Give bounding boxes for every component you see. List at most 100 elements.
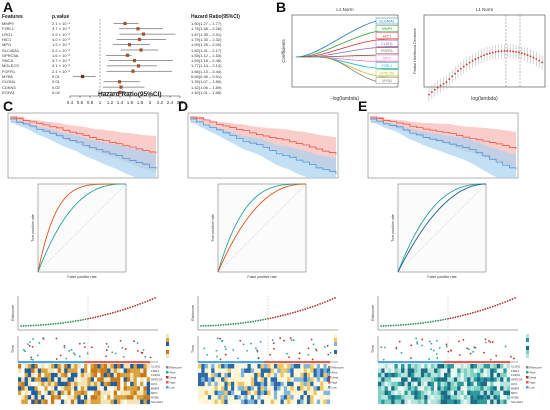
heatmap-cell [384,395,388,400]
heatmap-cell [430,386,435,391]
heatmap-cell [107,372,111,378]
cv-point [506,50,509,52]
heatmap-cell [77,368,81,373]
heatmap-cell [100,377,104,382]
cv-point [512,50,514,53]
heatmap-cell [27,372,32,378]
time-point [292,339,295,342]
heatmap-cell [130,372,134,378]
heatmap-cell [467,377,471,382]
risk-score-point [234,322,237,325]
heatmap-cell [506,386,511,391]
heatmap-cell [113,386,118,391]
heatmap-cell [136,368,141,373]
risk-score-point [334,297,336,299]
cv-point [538,59,541,62]
heatmap-cell [198,364,202,369]
heatmap-group-bar [503,361,507,364]
heatmap-cell [103,372,108,378]
forest-point [136,64,141,68]
heatmap-cell [270,395,274,400]
time-point [86,352,89,355]
heatmap-cell [224,377,228,382]
heatmap-cell [70,390,75,396]
heatmap-group-bar [103,361,108,364]
heatmap-cell [313,377,317,382]
heatmap-group-bar [113,361,117,364]
heatmap-group-bar [227,361,231,364]
forest-hr-text: 1.50(1.27 – 1.77) [191,21,222,26]
risk-score-point [444,318,447,321]
heatmap-cell [496,377,501,382]
heatmap-cell [287,377,291,382]
heatmap-cell [44,381,48,387]
heatmap-cell [384,372,388,378]
heatmap-cell [450,368,454,373]
heatmap-cell [460,377,464,382]
heatmap-group-bar [130,361,134,364]
heatmap-cell [120,377,124,382]
heatmap-cell [503,377,507,382]
heatmap-cell [450,395,454,400]
panel-label-a: A [3,0,14,15]
heatmap-cell [381,372,385,378]
heatmap-cell [97,399,101,405]
heatmap-cell [227,381,232,387]
heatmap-group-bar [67,361,71,364]
heatmap-cell [198,372,202,378]
heatmap-cell [140,390,144,396]
heatmap-cell [313,368,317,373]
forest-row: LRG1 2.2 × 10⁻² 1.87(1.39 – 2.51) [2,32,252,37]
heatmap-group-bar [460,361,464,364]
heatmap-legend-label: Low [332,385,338,389]
heatmap-cell [24,381,28,387]
heatmap-cell [277,381,281,387]
heatmap-cell [57,364,61,369]
forest-gene-label: MYB5 [2,74,13,79]
lasso-gene-label: SLC40A1 [379,20,394,24]
heatmap-colorbar-step [334,338,337,342]
cv-point [535,58,538,60]
heatmap-cell [287,395,291,400]
heatmap-cell [417,364,421,369]
risk-score-point [244,321,247,324]
heatmap-cell [24,372,28,378]
heatmap-cell [470,377,474,382]
forest-point [141,32,146,36]
time-point [436,339,438,342]
heatmap-group-bar [117,361,121,364]
time-point [119,340,122,342]
heatmap-cell [57,372,61,378]
risk-score-point [101,314,104,317]
heatmap-cell [320,395,324,400]
heatmap-cell [303,364,307,369]
panel-label-b: B [276,0,287,15]
heatmap-cell [444,386,448,391]
heatmap-cell [18,368,22,373]
heatmap-cell [204,381,208,387]
heatmap-cell [300,372,304,378]
heatmap-cell [297,377,301,382]
heatmap-cell [483,377,487,382]
heatmap-gene-label: SLC40A1 [511,400,523,404]
heatmap-cell [280,377,284,382]
time-label: Time [371,345,375,353]
heatmap-cell [306,377,311,382]
heatmap-cell [47,399,52,405]
cv-point [433,88,436,91]
heatmap-cell [417,381,421,387]
risk-score-point [274,316,277,319]
time-point [415,337,418,340]
heatmap-cell [463,399,468,405]
heatmap-cell [287,386,291,391]
heatmap-cell [473,377,478,382]
heatmap-cell [470,364,474,369]
lasso-coef-path [301,38,398,58]
lasso-gene-box [375,54,399,62]
heatmap-cell [54,395,58,400]
heatmap-cell [320,381,324,387]
heatmap-cell [120,368,124,373]
panel-label-c: C [3,98,14,114]
heatmap-cell [113,377,118,382]
heatmap-legend-swatch [328,366,331,369]
